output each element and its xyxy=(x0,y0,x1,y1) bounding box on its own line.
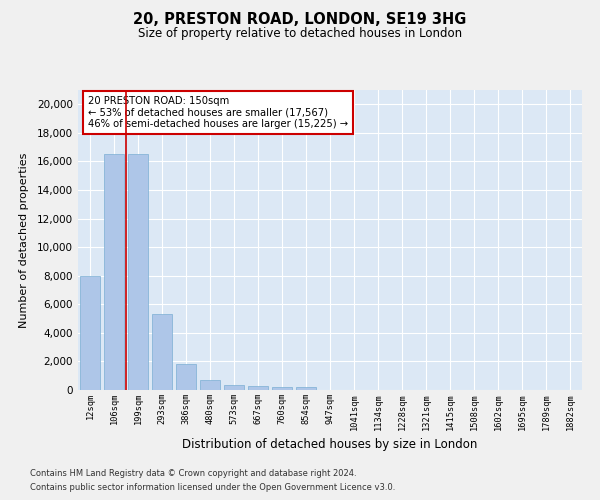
Bar xyxy=(224,386,244,390)
Bar xyxy=(200,380,220,390)
X-axis label: Distribution of detached houses by size in London: Distribution of detached houses by size … xyxy=(182,438,478,451)
Text: Size of property relative to detached houses in London: Size of property relative to detached ho… xyxy=(138,28,462,40)
Text: Contains HM Land Registry data © Crown copyright and database right 2024.: Contains HM Land Registry data © Crown c… xyxy=(30,468,356,477)
Bar xyxy=(296,387,316,390)
Text: 20 PRESTON ROAD: 150sqm
← 53% of detached houses are smaller (17,567)
46% of sem: 20 PRESTON ROAD: 150sqm ← 53% of detache… xyxy=(88,96,348,129)
Bar xyxy=(104,154,124,390)
Bar xyxy=(80,276,100,390)
Text: 20, PRESTON ROAD, LONDON, SE19 3HG: 20, PRESTON ROAD, LONDON, SE19 3HG xyxy=(133,12,467,28)
Text: Contains public sector information licensed under the Open Government Licence v3: Contains public sector information licen… xyxy=(30,484,395,492)
Bar xyxy=(152,314,172,390)
Bar xyxy=(248,386,268,390)
Bar xyxy=(272,387,292,390)
Bar xyxy=(176,364,196,390)
Bar xyxy=(128,154,148,390)
Y-axis label: Number of detached properties: Number of detached properties xyxy=(19,152,29,328)
